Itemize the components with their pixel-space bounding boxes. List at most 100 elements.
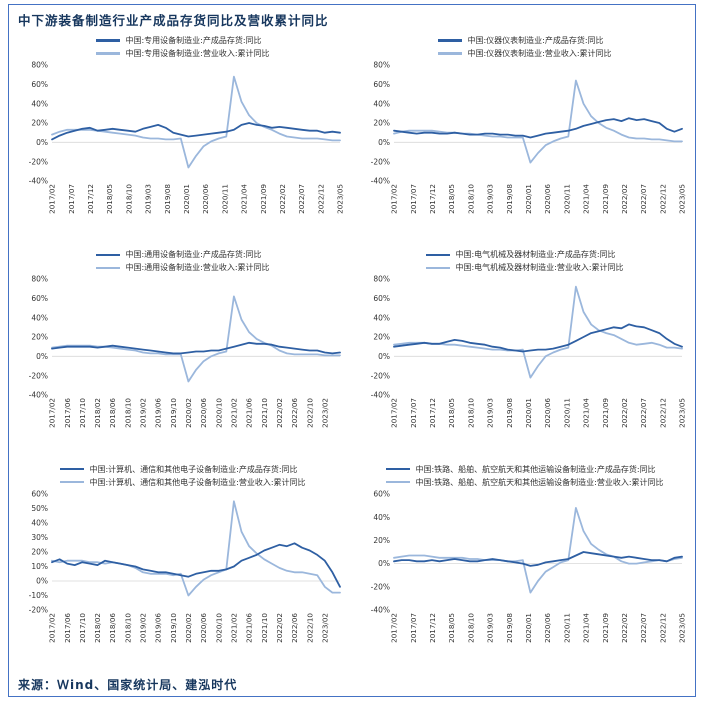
chart-instruments: 中国:仪器仪表制造业:产成品存货:同比 中国:仪器仪表制造业:营业收入:累计同比 … (354, 32, 696, 246)
x-tick-label: 2021/10 (260, 612, 269, 642)
series-line-dark (393, 550, 683, 567)
y-tick-label: 60% (373, 489, 390, 498)
x-tick-label: 2020/02 (184, 398, 193, 428)
x-tick-label: 2021/04 (240, 184, 249, 214)
x-tick-label: 2020/06 (543, 398, 552, 428)
y-tick-label: 60% (373, 80, 390, 89)
chart-legend: 中国:仪器仪表制造业:产成品存货:同比 中国:仪器仪表制造业:营业收入:累计同比 (438, 35, 612, 59)
y-tick-label: 50% (31, 504, 48, 513)
x-tick-label: 2022/02 (275, 398, 284, 428)
legend-item: 中国:计算机、通信和其他电子设备制造业:营业收入:累计同比 (60, 477, 306, 488)
legend-item: 中国:电气机械及器材制造业:产成品存货:同比 (426, 249, 623, 260)
legend-label: 中国:计算机、通信和其他电子设备制造业:产成品存货:同比 (89, 464, 298, 474)
x-tick-label: 2017/12 (86, 184, 95, 214)
legend-line-swatch (438, 52, 463, 55)
series-line-dark (51, 122, 341, 141)
legend-label: 中国:电气机械及器材制造业:营业收入:累计同比 (455, 263, 624, 273)
x-tick-label: 2022/02 (620, 184, 629, 214)
chart-plot: 60% 40% 20% 0% -20% -40%2017/02 2017/07 2017/12… (371, 489, 687, 643)
y-tick-label: -20% (29, 605, 48, 614)
legend-item: 中国:铁路、船舶、航空航天和其他运输设备制造业:营业收入:累计同比 (386, 477, 664, 488)
x-tick-label: 2017/10 (78, 398, 87, 428)
x-tick-label: 2020/10 (214, 612, 223, 642)
legend-item: 中国:计算机、通信和其他电子设备制造业:产成品存货:同比 (60, 464, 305, 475)
legend-line-swatch (426, 266, 451, 270)
x-tick-label: 2021/02 (229, 613, 238, 643)
legend-item: 中国:专用设备制造业:营业收入:累计同比 (96, 48, 270, 59)
series-line-dark (51, 342, 341, 355)
y-tick-label: 40% (373, 314, 390, 323)
y-tick-label: 20% (373, 333, 390, 342)
x-tick-label: 2022/06 (290, 398, 299, 428)
legend-line-swatch (386, 480, 411, 484)
x-tick-label: 2022/02 (620, 613, 629, 643)
x-tick-label: 2017/07 (67, 184, 76, 214)
x-tick-label: 2019/03 (486, 398, 495, 428)
x-tick-label: 2019/06 (154, 612, 163, 642)
chart-electrical-machinery: 中国:电气机械及器材制造业:产成品存货:同比 中国:电气机械及器材制造业:营业收入… (354, 246, 696, 460)
x-tick-label: 2021/06 (245, 612, 254, 642)
legend-label: 中国:专用设备制造业:营业收入:累计同比 (125, 49, 270, 58)
x-tick-label: 2021/02 (229, 398, 238, 428)
y-tick-label: -10% (29, 591, 48, 600)
page-title: 中下游装备制造行业产成品存货同比及营收累计同比 (18, 13, 329, 28)
chart-special-equipment: 中国:专用设备制造业:产成品存货:同比 中国:专用设备制造业:营业收入:累计同比 … (12, 32, 354, 246)
x-tick-label: 2018/05 (447, 184, 456, 214)
source-note: 来源：Ｗind、国家统计局、建泓时代 (18, 678, 238, 692)
x-tick-label: 2021/04 (582, 184, 591, 214)
y-tick-label: -20% (29, 157, 48, 166)
series-line-dark (393, 117, 683, 139)
x-tick-label: 2018/10 (466, 398, 475, 428)
x-tick-label: 2018/10 (466, 184, 475, 214)
x-tick-label: 2020/06 (201, 184, 210, 214)
chart-legend: 中国:计算机、通信和其他电子设备制造业:产成品存货:同比 中国:计算机、通信和其他… (60, 464, 306, 488)
chart-plot: 80% 60% 40% 20% 0% -20% -40%2017/02 2017/06 2017… (29, 275, 341, 428)
x-tick-label: 2021/04 (582, 612, 591, 642)
x-tick-label: 2017/06 (63, 398, 72, 428)
x-tick-label: 2019/08 (163, 184, 172, 214)
x-tick-label: 2018/06 (108, 612, 117, 642)
chart-legend: 中国:铁路、船舶、航空航天和其他运输设备制造业:产成品存货:同比 中国:铁路、船舶… (386, 464, 664, 488)
x-tick-label: 2020/02 (184, 613, 193, 643)
x-tick-label: 2020/01 (524, 613, 533, 643)
chart-transport-equipment: 中国:铁路、船舶、航空航天和其他运输设备制造业:产成品存货:同比 中国:铁路、船舶… (354, 461, 696, 675)
series-line-light (393, 79, 683, 164)
x-tick-label: 2018/05 (447, 613, 456, 643)
legend-label: 中国:铁路、船舶、航空航天和其他运输设备制造业:营业收入:累计同比 (415, 477, 664, 487)
x-tick-label: 2022/07 (297, 184, 306, 214)
x-tick-label: 2018/06 (108, 398, 117, 428)
y-tick-label: 0% (378, 559, 390, 568)
x-tick-label: 2017/02 (390, 184, 399, 214)
x-tick-label: 2019/03 (144, 184, 153, 214)
legend-label: 中国:计算机、通信和其他电子设备制造业:营业收入:累计同比 (89, 477, 306, 487)
y-tick-label: 60% (31, 294, 48, 303)
x-tick-label: 2018/10 (466, 612, 475, 642)
x-tick-label: 2022/02 (620, 398, 629, 428)
x-tick-label: 2020/11 (562, 613, 571, 643)
chart-legend: 中国:电气机械及器材制造业:产成品存货:同比 中国:电气机械及器材制造业:营业收入… (426, 249, 624, 273)
x-tick-label: 2019/10 (169, 612, 178, 642)
x-tick-label: 2017/02 (390, 613, 399, 643)
legend-label: 中国:电气机械及器材制造业:产成品存货:同比 (455, 250, 616, 260)
x-tick-label: 2022/12 (658, 613, 667, 643)
x-tick-label: 2020/10 (214, 398, 223, 428)
y-tick-label: -40% (371, 177, 390, 186)
y-tick-label: -40% (371, 391, 390, 400)
chart-general-equipment: 中国:通用设备制造业:产成品存货:同比 中国:通用设备制造业:营业收入:累计同比 … (12, 246, 354, 460)
x-tick-label: 2023/05 (678, 398, 687, 428)
x-tick-label: 2017/07 (409, 398, 418, 428)
x-tick-label: 2019/03 (486, 613, 495, 643)
x-tick-label: 2018/02 (93, 613, 102, 643)
x-tick-label: 2021/04 (582, 398, 591, 428)
x-tick-label: 2019/08 (505, 612, 514, 642)
x-tick-label: 2018/05 (105, 184, 114, 214)
x-tick-label: 2020/06 (199, 612, 208, 642)
chart-legend: 中国:专用设备制造业:产成品存货:同比 中国:专用设备制造业:营业收入:累计同比 (96, 35, 270, 59)
y-tick-label: 40% (373, 99, 390, 108)
x-tick-label: 2022/02 (278, 184, 287, 214)
x-tick-label: 2018/10 (123, 612, 132, 642)
series-line-dark (51, 542, 341, 588)
legend-label: 中国:仪器仪表制造业:产成品存货:同比 (467, 36, 604, 45)
chart-plot: 80% 60% 40% 20% 0% -20% -40%2017/02 2017/07 2017… (29, 61, 345, 214)
x-tick-label: 2022/10 (305, 612, 314, 642)
